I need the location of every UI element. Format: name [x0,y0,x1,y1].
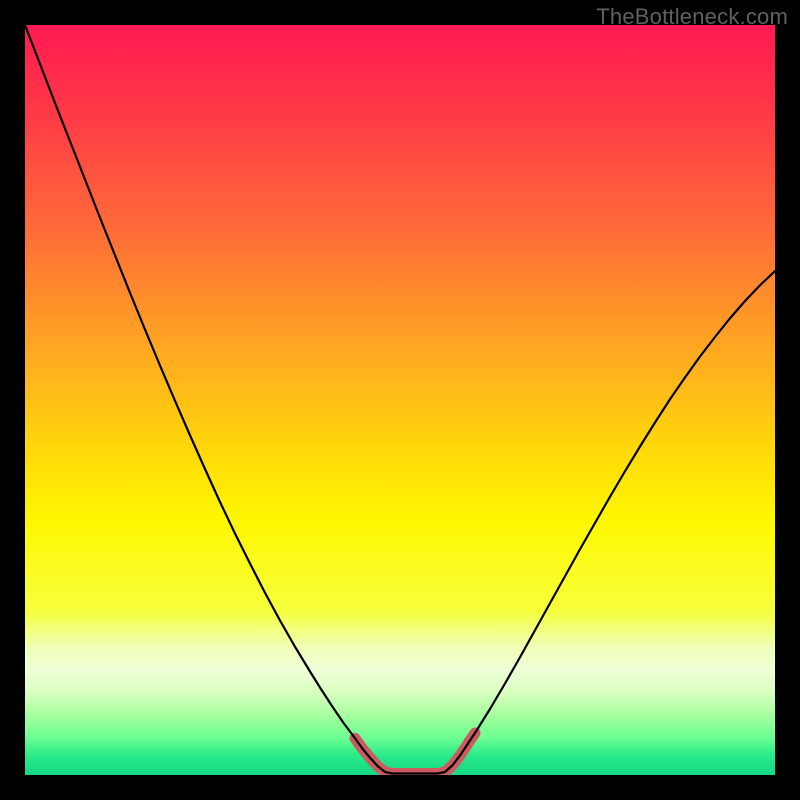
chart-frame: TheBottleneck.com [0,0,800,800]
watermark-text: TheBottleneck.com [596,4,788,30]
gradient-background [25,25,775,775]
chart-svg [25,25,775,775]
plot-area [25,25,775,775]
